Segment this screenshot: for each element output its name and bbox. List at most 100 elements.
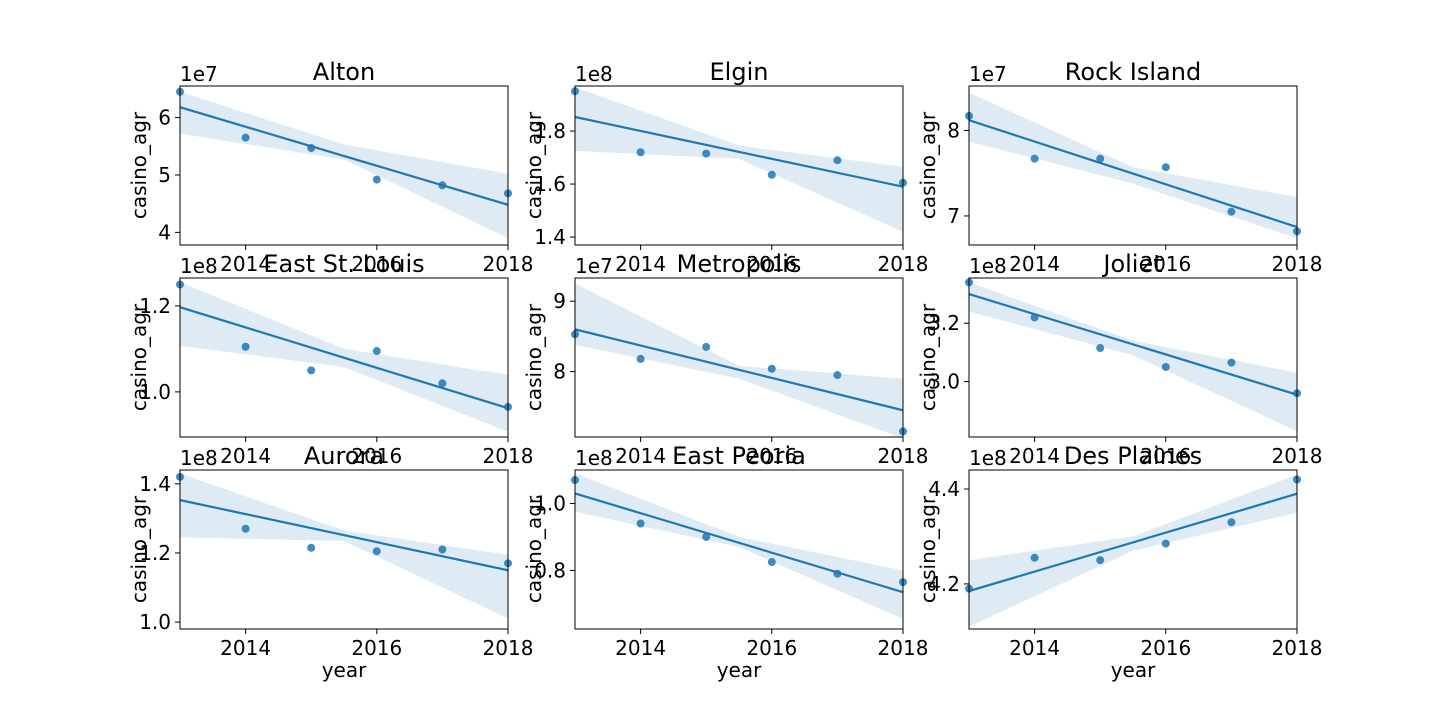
regression-line [180,106,508,206]
offset-text: 1e7 [969,62,1007,86]
y-axis-label: casino_agr [127,495,151,603]
subplot-title: Rock Island [1065,58,1201,86]
data-point [1161,163,1170,172]
subplot: 2014 2016 2018 1.0 1.2 1e8 East St. Louis casin… [127,250,533,468]
data-point [1030,154,1039,163]
data-point [372,175,381,184]
y-tick-label: 4.2 [928,572,960,596]
x-tick-label: 2014 [1009,444,1060,468]
y-tick-label: 1.0 [534,491,566,515]
data-point [438,545,447,554]
subplot-title: Aurora [304,442,384,470]
data-point [1096,556,1105,565]
offset-text: 1e7 [575,254,613,278]
data-point [241,524,250,533]
x-tick-label: 2018 [878,636,929,660]
x-tick-label: 2014 [220,636,271,660]
data-point [1096,154,1105,163]
x-tick-label: 2016 [351,444,402,468]
data-point [833,156,842,165]
y-tick-label: 1.4 [534,225,566,249]
data-point [438,181,447,190]
y-axis-label: casino_agr [522,111,546,219]
x-axis-label: year [1111,658,1156,682]
data-point [636,148,645,157]
axes-frame [179,469,509,630]
confidence-band [575,87,903,232]
y-tick-label: 9 [553,289,566,313]
x-tick-label: 2018 [483,636,534,660]
y-tick-label: 1.0 [139,380,171,404]
x-tick-label: 2018 [483,252,534,276]
y-tick-label: 5 [158,163,171,187]
x-tick-label: 2016 [746,444,797,468]
data-point [767,364,776,373]
data-point [767,558,776,567]
y-tick-label: 6 [158,106,171,130]
regression-line [575,328,903,412]
data-point [702,342,711,351]
x-tick-label: 2014 [615,252,666,276]
subplot: 2014 2016 2018 3.0 3.2 1e8 Joliet casino_agr [916,250,1322,468]
offset-text: 1e8 [969,446,1007,470]
regression-line [969,119,1297,229]
plot-area [575,87,903,232]
x-tick-label: 2018 [878,444,929,468]
axes-frame [968,85,1298,246]
confidence-band [575,283,903,437]
y-tick-label: 4.4 [928,477,960,501]
subplot: 2014 2016 2018 8 9 1e7 Metropolis casino_agr [522,250,928,468]
data-point [833,371,842,380]
data-point [438,379,447,388]
subplot: 2014 2016 2018 0.8 1.0 1e8 East Peoria casino_a… [522,442,928,682]
axes-frame [179,85,509,246]
data-point [833,569,842,578]
x-tick-label: 2014 [220,252,271,276]
x-tick-label: 2014 [615,444,666,468]
plot-area [575,473,903,619]
y-tick-label: 8 [947,118,960,142]
subplot-title: Des Plaines [1064,442,1202,470]
axes-frame [574,85,904,246]
plot-area [575,283,903,437]
regression-line [969,292,1297,396]
regression-line [180,498,508,572]
subplot-title: Joliet [1101,250,1162,278]
y-axis-label: casino_agr [522,495,546,603]
x-tick-label: 2016 [1140,444,1191,468]
data-point [1227,207,1236,216]
x-tick-label: 2014 [615,636,666,660]
subplot-title: East St. Louis [263,250,424,278]
x-tick-label: 2016 [746,636,797,660]
subplot-title: East Peoria [672,442,806,470]
offset-text: 1e8 [969,254,1007,278]
axes-frame [179,277,509,438]
regression-line [180,306,508,410]
y-tick-label: 3.0 [928,370,960,394]
subplot: 2014 2016 2018 4.2 4.4 1e8 Des Plaines casino_a… [916,442,1322,682]
data-point [1030,313,1039,322]
data-point [241,133,250,142]
y-tick-label: 1.6 [534,172,566,196]
data-point [767,170,776,179]
x-tick-label: 2016 [351,636,402,660]
data-point [1161,539,1170,548]
axes-frame [574,469,904,630]
regression-line [575,492,903,594]
data-point [241,342,250,351]
offset-text: 1e7 [180,62,218,86]
data-point [1227,358,1236,367]
data-point [372,347,381,356]
y-tick-label: 1.2 [139,294,171,318]
x-tick-label: 2018 [878,252,929,276]
subplot: 2014 2016 2018 7 8 1e7 Rock Island casino_agr [916,58,1322,276]
x-tick-label: 2016 [1140,636,1191,660]
data-point [702,532,711,541]
data-point [1161,362,1170,371]
axes-frame [968,469,1298,630]
x-tick-label: 2014 [1009,252,1060,276]
y-axis-label: casino_agr [127,303,151,411]
y-tick-label: 1.0 [139,610,171,634]
